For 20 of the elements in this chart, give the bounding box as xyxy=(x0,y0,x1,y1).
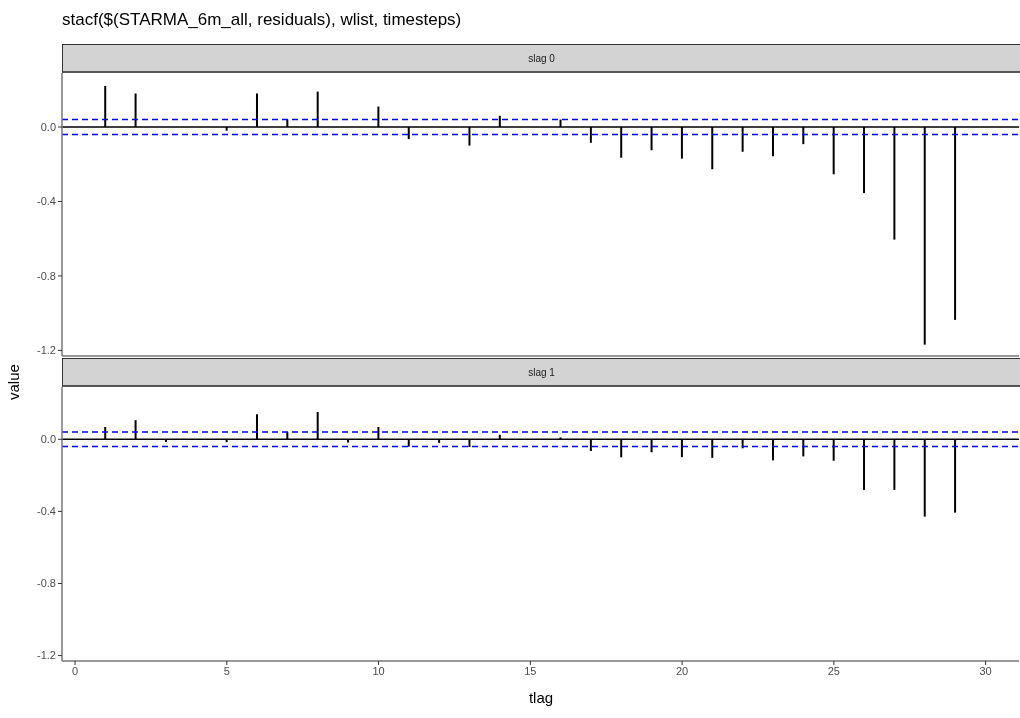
chart-title: stacf($(STARMA_6m_all, residuals), wlist, timesteps) xyxy=(62,10,462,30)
x-tick-label: 20 xyxy=(675,664,689,677)
y-tick-label: -1.2 xyxy=(37,344,56,357)
x-tick-label: 0 xyxy=(71,664,79,677)
x-axis-title: tlag xyxy=(527,689,555,707)
chart-title: slag 1 xyxy=(62,358,1020,387)
x-tick-label: 30 xyxy=(979,664,992,677)
x-tick-label: 15 xyxy=(524,664,537,677)
chart-subtitle: slag 0 xyxy=(62,44,1020,73)
y-tick-label: -0.4 xyxy=(37,195,56,208)
y-tick-label: 0.0 xyxy=(40,433,56,446)
y-tick-label: -1.2 xyxy=(37,649,56,662)
y-tick-label: -0.8 xyxy=(37,269,56,282)
y-tick-label: -0.4 xyxy=(37,505,56,518)
y-tick-label: 0.0 xyxy=(40,120,56,133)
x-tick-label: 10 xyxy=(372,664,385,677)
y-tick-label: -0.8 xyxy=(37,577,56,590)
x-tick-label: 5 xyxy=(223,664,230,677)
y-axis-title: value xyxy=(5,364,23,400)
x-tick-label: 25 xyxy=(827,664,840,677)
